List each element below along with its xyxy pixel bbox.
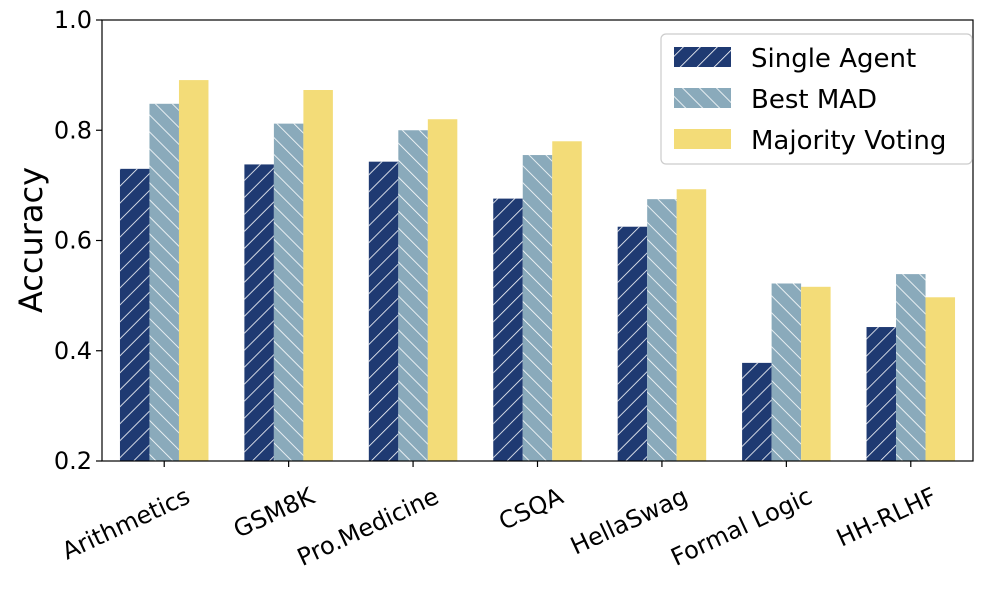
x-tick-label: HH-RLHF bbox=[832, 482, 940, 552]
bar-best-mad-formal-logic bbox=[771, 283, 802, 461]
y-tick-label: 1.0 bbox=[54, 6, 92, 34]
bar-hatch bbox=[647, 199, 677, 461]
bar-majority-voting-hh-rlhf bbox=[925, 297, 956, 461]
bar-single-agent-pro-medicine bbox=[368, 161, 399, 461]
bar-majority-voting-csqa bbox=[552, 141, 582, 461]
bars-layer bbox=[119, 80, 956, 462]
bar-best-mad-arithmetics bbox=[149, 103, 179, 461]
bar-single-agent-formal-logic bbox=[742, 362, 772, 461]
bar-fill bbox=[801, 286, 831, 461]
bar-hatch bbox=[771, 283, 802, 461]
bar-best-mad-gsm8k bbox=[273, 123, 304, 461]
x-tick-label: CSQA bbox=[495, 482, 568, 536]
bar-hatch bbox=[493, 198, 523, 462]
bar-hatch bbox=[119, 168, 150, 461]
bar-best-mad-csqa bbox=[522, 155, 553, 461]
bar-fill bbox=[552, 141, 582, 461]
bar-single-agent-arithmetics bbox=[119, 168, 150, 461]
y-tick-label: 0.4 bbox=[54, 337, 92, 365]
bar-majority-voting-pro-medicine bbox=[427, 119, 458, 461]
x-tick-label: GSM8K bbox=[229, 481, 320, 543]
legend-frame bbox=[660, 33, 973, 165]
y-tick-label: 0.2 bbox=[54, 447, 92, 475]
legend-item-majority-voting: Majority Voting bbox=[674, 126, 946, 156]
x-tick-label: Pro.Medicine bbox=[293, 482, 443, 572]
bar-hatch bbox=[742, 362, 772, 461]
bar-single-agent-csqa bbox=[493, 198, 523, 462]
bar-fill bbox=[427, 119, 458, 461]
bar-best-mad-pro-medicine bbox=[398, 130, 428, 461]
bar-fill bbox=[303, 90, 333, 461]
bar-majority-voting-gsm8k bbox=[303, 90, 333, 461]
x-tick-label: Arithmetics bbox=[58, 482, 194, 565]
bar-hatch bbox=[273, 123, 304, 461]
legend-label: Majority Voting bbox=[751, 126, 946, 156]
y-axis-title: Accuracy bbox=[12, 167, 50, 313]
bar-single-agent-gsm8k bbox=[244, 164, 274, 462]
bar-single-agent-hellaswag bbox=[617, 226, 648, 461]
y-tick-label: 0.6 bbox=[54, 227, 92, 255]
bar-hatch bbox=[398, 130, 428, 461]
x-tick-label: Formal Logic bbox=[667, 482, 817, 572]
legend-item-best-mad: Best MAD bbox=[674, 85, 877, 115]
legend: Single Agent Best MAD Majority Voting bbox=[660, 33, 973, 165]
bar-majority-voting-arithmetics bbox=[178, 80, 209, 462]
bar-hatch bbox=[896, 274, 926, 461]
bar-hatch bbox=[866, 327, 897, 461]
bar-best-mad-hh-rlhf bbox=[896, 274, 926, 461]
bar-hatch bbox=[617, 226, 648, 461]
legend-item-single-agent: Single Agent bbox=[674, 44, 916, 74]
bar-single-agent-hh-rlhf bbox=[866, 327, 897, 461]
y-tick-label: 0.8 bbox=[54, 116, 92, 144]
bar-hatch bbox=[244, 164, 274, 462]
bar-majority-voting-formal-logic bbox=[801, 286, 831, 461]
bar-hatch bbox=[149, 103, 179, 461]
legend-swatch-hatch bbox=[674, 88, 731, 108]
bar-fill bbox=[676, 189, 707, 461]
legend-swatch-hatch bbox=[674, 47, 731, 67]
bar-fill bbox=[178, 80, 209, 462]
legend-label: Best MAD bbox=[751, 85, 877, 115]
bar-majority-voting-hellaswag bbox=[676, 189, 707, 461]
legend-label: Single Agent bbox=[751, 44, 916, 74]
legend-swatch bbox=[674, 129, 731, 149]
bar-hatch bbox=[522, 155, 553, 461]
bar-fill bbox=[925, 297, 956, 461]
bar-best-mad-hellaswag bbox=[647, 199, 677, 461]
bar-hatch bbox=[368, 161, 399, 461]
